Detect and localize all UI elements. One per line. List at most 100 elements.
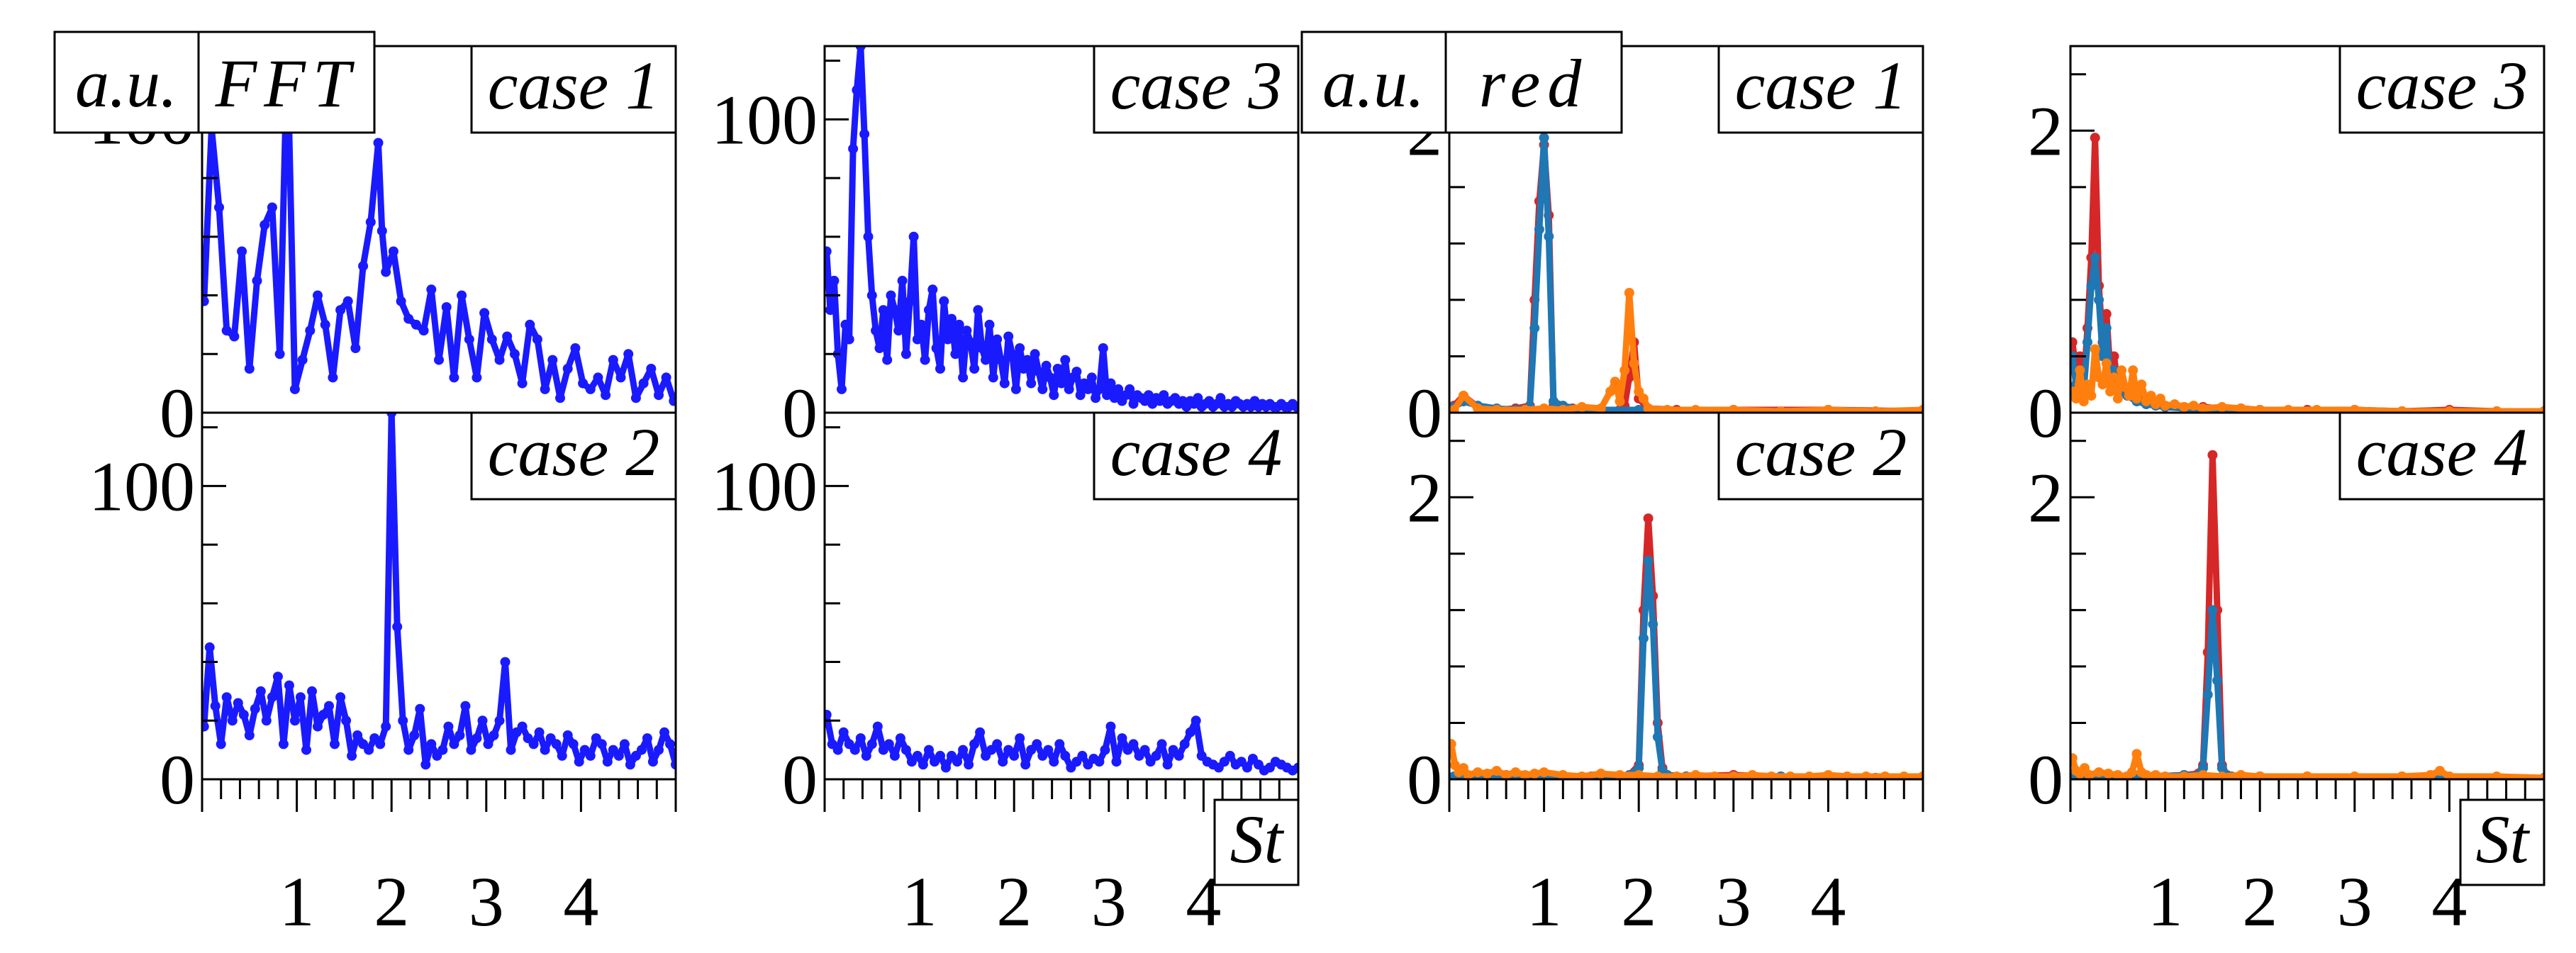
data-point: [1558, 770, 1568, 779]
data-point: [2112, 770, 2123, 779]
data-point: [2198, 403, 2208, 413]
data-point: [1094, 384, 1105, 394]
data-point: [852, 85, 862, 95]
y-axis-label: a.u.: [75, 45, 177, 121]
data-point: [278, 739, 289, 749]
data-point: [1143, 390, 1154, 401]
data-point: [964, 759, 974, 770]
data-point: [307, 686, 317, 696]
panel-l2: 0 100 1 2 3 4 case 2: [89, 411, 677, 941]
data-point: [2492, 771, 2502, 779]
x-tick-label: 3: [1716, 862, 1751, 941]
data-point: [1010, 384, 1021, 394]
data-point: [901, 349, 911, 360]
panel-title-box: [2338, 411, 2546, 501]
data-point: [364, 745, 374, 755]
data-point: [1033, 367, 1044, 377]
data-point: [2198, 770, 2208, 779]
y-tick-label: 0: [2028, 374, 2063, 452]
data-point: [1595, 769, 1606, 779]
x-tick-label: 4: [563, 862, 598, 941]
data-point: [1823, 405, 1834, 413]
data-point: [947, 313, 957, 324]
data-point: [472, 372, 482, 383]
panel-title-box: [1093, 45, 1300, 134]
series-steelblue: [1449, 133, 1923, 413]
series-line-red: [2075, 452, 2544, 779]
panel-title: case 3: [2356, 48, 2528, 123]
data-point: [602, 757, 613, 767]
data-point: [1634, 386, 1644, 397]
data-point: [829, 275, 840, 286]
data-point: [1510, 767, 1521, 778]
data-point: [1030, 349, 1040, 360]
data-point: [255, 686, 266, 696]
data-point: [608, 355, 618, 365]
data-point: [623, 349, 634, 360]
data-point: [2086, 391, 2097, 401]
data-point: [931, 343, 942, 353]
data-point: [2444, 771, 2455, 779]
data-point: [330, 739, 340, 749]
data-point: [992, 739, 1003, 749]
data-point: [2179, 771, 2190, 779]
data-point: [375, 739, 386, 749]
series-line-steelblue: [2075, 606, 2544, 779]
data-point: [1156, 739, 1167, 749]
data-point: [284, 680, 294, 691]
data-point: [2492, 406, 2502, 413]
data-point: [2217, 763, 2227, 774]
data-point: [335, 692, 346, 703]
data-point: [216, 739, 226, 749]
data-point: [889, 305, 900, 316]
data-point: [859, 129, 870, 140]
data-point: [973, 305, 983, 316]
data-point: [1520, 405, 1530, 413]
data-point: [443, 721, 454, 732]
data-point: [214, 202, 224, 213]
data-point: [1629, 358, 1639, 369]
data-point: [457, 290, 467, 301]
data-point: [1071, 367, 1082, 377]
data-point: [574, 757, 584, 767]
data-point: [863, 231, 874, 242]
data-point: [386, 413, 397, 418]
data-point: [449, 372, 459, 383]
data-point: [984, 319, 995, 330]
data-point: [415, 703, 425, 714]
series-line-red: [2070, 134, 2544, 413]
data-point: [1064, 384, 1074, 394]
panel-title-box: [1717, 411, 1924, 501]
data-point: [2109, 365, 2119, 376]
data-point: [638, 378, 649, 389]
series-FFT: [202, 413, 676, 770]
data-point: [1026, 378, 1037, 389]
series-line-FFT: [202, 46, 676, 402]
data-point: [1775, 406, 1786, 413]
data-point: [1179, 739, 1190, 749]
data-point: [872, 721, 883, 732]
data-point: [886, 290, 896, 301]
panel-title: case 2: [1735, 414, 1907, 490]
data-point: [825, 246, 832, 257]
data-point: [426, 284, 437, 295]
data-point: [2101, 308, 2112, 319]
data-point: [908, 231, 919, 242]
data-point: [289, 715, 300, 726]
data-point: [1671, 771, 1682, 779]
data-point: [411, 319, 421, 330]
data-point: [2084, 770, 2095, 779]
data-point: [1643, 555, 1654, 566]
data-point: [398, 715, 408, 726]
data-point: [1615, 770, 1625, 779]
data-point: [1449, 739, 1456, 749]
data-point: [2207, 450, 2218, 460]
data-point: [517, 721, 528, 732]
data-point: [855, 733, 866, 744]
data-point: [502, 331, 513, 342]
data-point: [969, 739, 980, 749]
data-point: [1007, 349, 1017, 360]
data-point: [1766, 771, 1777, 779]
